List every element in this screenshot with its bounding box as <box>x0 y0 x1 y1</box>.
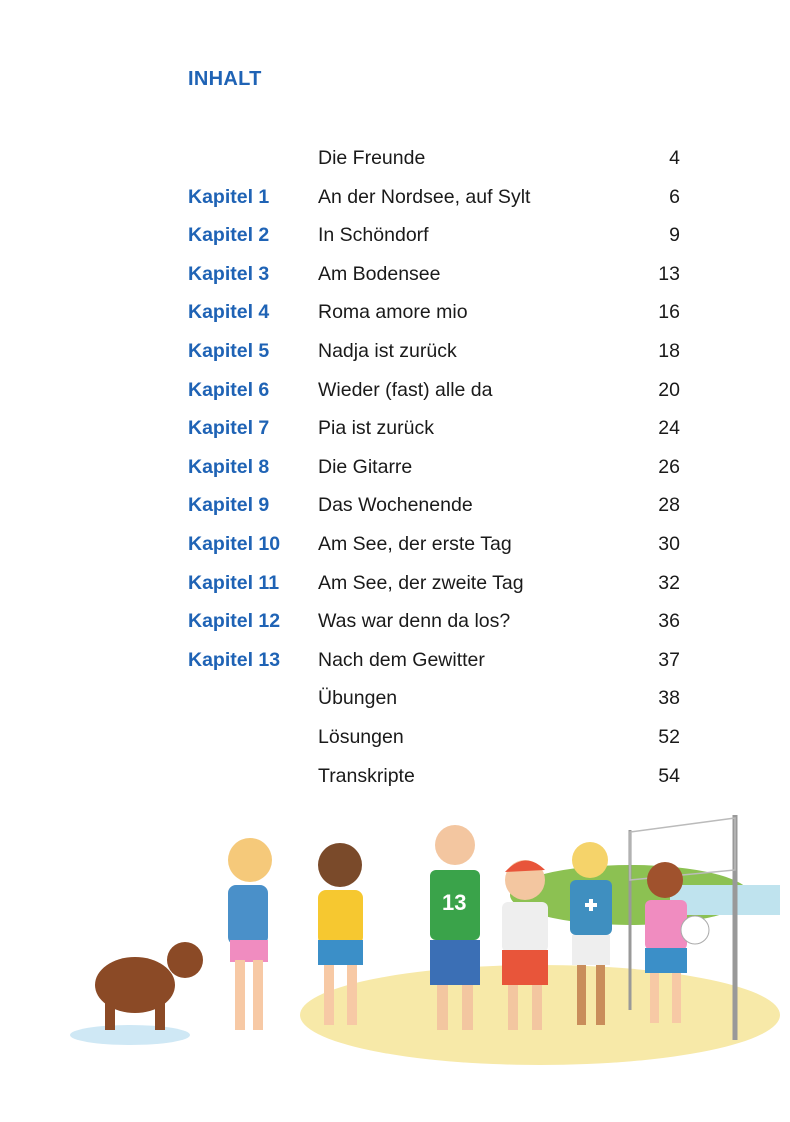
volleyball-net <box>628 815 738 1040</box>
page-number: 24 <box>658 417 680 440</box>
chapter-label: Kapitel 12 <box>188 610 281 633</box>
entry-title: Nach dem Gewitter <box>318 648 485 671</box>
chapter-label: Kapitel 1 <box>188 185 270 208</box>
page-number: 30 <box>658 532 680 555</box>
toc-entry[interactable]: Kapitel 9 Das Wochenende 28 <box>188 492 680 531</box>
page-number: 16 <box>658 301 680 324</box>
toc-entry[interactable]: Kapitel 12 Was war denn da los? 36 <box>188 608 680 647</box>
toc-entry[interactable]: Kapitel 2 In Schöndorf 9 <box>188 222 680 261</box>
page-number: 54 <box>658 764 680 787</box>
chapter-label: Kapitel 8 <box>188 455 270 478</box>
entry-title: Am See, der zweite Tag <box>318 571 524 594</box>
toc-entry[interactable]: Kapitel 1 An der Nordsee, auf Sylt 6 <box>188 184 680 223</box>
page-number: 52 <box>658 725 680 748</box>
chapter-label: Kapitel 3 <box>188 262 270 285</box>
toc-entry[interactable]: Transkripte 54 <box>188 763 680 802</box>
entry-title: Am See, der erste Tag <box>318 532 512 555</box>
chapter-label: Kapitel 11 <box>188 571 280 594</box>
entry-title: Pia ist zurück <box>318 417 434 440</box>
table-of-contents: Die Freunde 4 Kapitel 1 An der Nordsee, auf… <box>188 145 680 801</box>
entry-title: In Schöndorf <box>318 224 429 247</box>
toc-entry[interactable]: Kapitel 4 Roma amore mio 16 <box>188 299 680 338</box>
entry-title: Übungen <box>318 687 398 710</box>
page-number: 13 <box>658 262 680 285</box>
chapter-label: Kapitel 13 <box>188 648 281 671</box>
chapter-label: Kapitel 4 <box>188 301 270 324</box>
beach-friends-illustration: 13 <box>70 815 780 1065</box>
girl-blonde <box>228 838 272 1030</box>
boy-green-shirt: 13 <box>430 825 480 1030</box>
chapter-label: Kapitel 2 <box>188 224 270 247</box>
entry-title: Lösungen <box>318 725 404 748</box>
chapter-label: Kapitel 6 <box>188 378 270 401</box>
toc-entry[interactable]: Kapitel 11 Am See, der zweite Tag 32 <box>188 570 680 609</box>
toc-entry[interactable]: Kapitel 6 Wieder (fast) alle da 20 <box>188 377 680 416</box>
girl-ball <box>645 862 710 1023</box>
entry-title: Wieder (fast) alle da <box>318 378 493 401</box>
page-number: 4 <box>669 147 680 169</box>
boy-glasses <box>570 842 612 1025</box>
entry-title: Transkripte <box>318 764 415 787</box>
entry-title: Was war denn da los? <box>318 610 511 633</box>
chapter-label: Kapitel 10 <box>188 532 281 555</box>
page-number: 37 <box>658 648 680 671</box>
entry-title: Roma amore mio <box>318 301 468 324</box>
entry-title: An der Nordsee, auf Sylt <box>318 185 531 208</box>
page-number: 32 <box>658 571 680 594</box>
chapter-label: Kapitel 5 <box>188 339 270 362</box>
entry-title: Die Gitarre <box>318 455 413 478</box>
page-title: INHALT <box>188 68 262 90</box>
page-number: 38 <box>658 687 680 710</box>
toc-entry[interactable]: Kapitel 13 Nach dem Gewitter 37 <box>188 647 680 686</box>
dog <box>95 942 203 1030</box>
toc-entry[interactable]: Kapitel 8 Die Gitarre 26 <box>188 454 680 493</box>
entry-title: Das Wochenende <box>318 494 473 517</box>
page-number: 6 <box>669 185 680 208</box>
toc-entry[interactable]: Übungen 38 <box>188 685 680 724</box>
page-number: 9 <box>669 224 680 247</box>
toc-entry[interactable]: Kapitel 10 Am See, der erste Tag 30 <box>188 531 680 570</box>
page-number: 20 <box>658 378 680 401</box>
toc-entry[interactable]: Kapitel 7 Pia ist zurück 24 <box>188 415 680 454</box>
puddle <box>70 1025 190 1045</box>
entry-title: Die Freunde <box>318 147 426 169</box>
page-number: 18 <box>658 339 680 362</box>
toc-entry[interactable]: Die Freunde 4 <box>188 145 680 184</box>
girl-brunette <box>318 843 363 1025</box>
page-number: 26 <box>658 455 680 478</box>
chapter-label: Kapitel 9 <box>188 494 270 517</box>
toc-entry[interactable]: Kapitel 5 Nadja ist zurück 18 <box>188 338 680 377</box>
toc-entry[interactable]: Kapitel 3 Am Bodensee 13 <box>188 261 680 300</box>
page-number: 28 <box>658 494 680 517</box>
water <box>670 885 780 915</box>
page-number: 36 <box>658 610 680 633</box>
toc-entry[interactable]: Lösungen 52 <box>188 724 680 763</box>
entry-title: Nadja ist zurück <box>318 339 457 362</box>
boy-cap <box>502 860 548 1030</box>
chapter-label: Kapitel 7 <box>188 417 270 440</box>
entry-title: Am Bodensee <box>318 262 441 285</box>
shirt-number: 13 <box>442 890 466 915</box>
